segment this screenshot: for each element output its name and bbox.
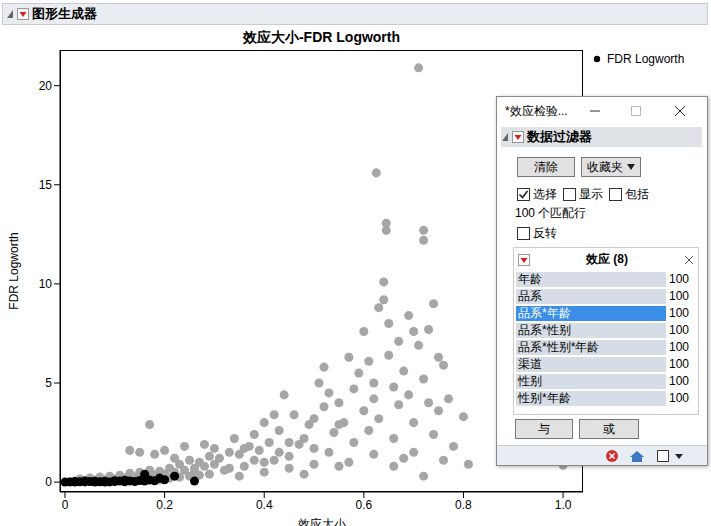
html-text:显示: 显示 — [579, 187, 603, 201]
html-text:或: 或 — [603, 421, 615, 436]
html-text:与: 与 — [538, 421, 550, 436]
html-text:效应 (8): 效应 (8) — [586, 252, 628, 266]
svg-text:0: 0 — [45, 475, 52, 489]
html-text:数据过滤器: 数据过滤器 — [527, 129, 592, 144]
html-text:100: 100 — [669, 391, 689, 405]
html-text:100: 100 — [669, 323, 689, 337]
html-text:品系*性别*年龄: 品系*性别*年龄 — [518, 339, 600, 354]
html-text:品系: 品系 — [518, 288, 542, 303]
svg-text:0.2: 0.2 — [156, 498, 173, 512]
html-text:包括: 包括 — [625, 187, 649, 201]
html-text:100: 100 — [669, 289, 689, 303]
html-text:清除: 清除 — [534, 159, 558, 174]
html-text:收藏夹: 收藏夹 — [586, 159, 623, 174]
svg-text:0.8: 0.8 — [455, 498, 472, 512]
html-text:性别*年龄: 性别*年龄 — [518, 390, 571, 405]
html-text:渠道: 渠道 — [518, 356, 542, 371]
svg-text:效应大小: 效应大小 — [298, 517, 346, 526]
html-text:选择: 选择 — [533, 187, 557, 201]
html-text:100: 100 — [669, 357, 689, 371]
html-text:年龄: 年龄 — [518, 271, 542, 286]
svg-text:20: 20 — [39, 79, 53, 93]
svg-text:5: 5 — [45, 376, 52, 390]
html-text:FDR Logworth: FDR Logworth — [607, 52, 685, 66]
svg-text:FDR Logworth: FDR Logworth — [8, 232, 21, 309]
svg-text:15: 15 — [39, 178, 53, 192]
svg-text:0.6: 0.6 — [355, 498, 372, 512]
html-text:图形生成器: 图形生成器 — [32, 6, 97, 21]
html-text:100 个匹配行: 100 个匹配行 — [515, 206, 587, 220]
html-text:100: 100 — [669, 374, 689, 388]
svg-text:0.4: 0.4 — [256, 498, 273, 512]
html-text:100: 100 — [669, 272, 689, 286]
svg-text:10: 10 — [39, 277, 53, 291]
html-text:*效应检验...: *效应检验... — [505, 104, 568, 118]
svg-text:1.0: 1.0 — [555, 498, 572, 512]
svg-text:0: 0 — [62, 498, 69, 512]
html-text:效应大小-FDR Logworth: 效应大小-FDR Logworth — [243, 29, 400, 45]
html-text:品系*性别: 品系*性别 — [518, 322, 571, 337]
html-text:反转: 反转 — [533, 226, 557, 240]
html-text:100: 100 — [669, 340, 689, 354]
html-text:品系*年龄: 品系*年龄 — [518, 305, 571, 320]
html-text:100: 100 — [669, 306, 689, 320]
html-text:性别: 性别 — [518, 373, 542, 388]
